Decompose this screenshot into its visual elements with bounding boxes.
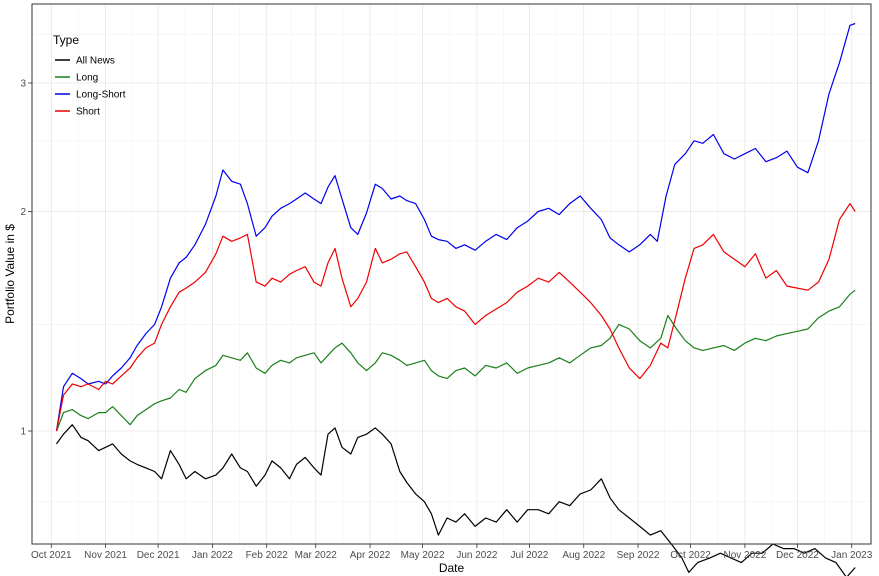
y-tick-label: 1 [20, 427, 26, 438]
y-tick-label: 3 [20, 79, 26, 90]
x-tick-label: Jun 2022 [456, 550, 498, 561]
y-axis-title: Portfolio Value in $ [3, 224, 17, 324]
x-tick-label: Oct 2022 [670, 550, 711, 561]
series-lines [55, 22, 856, 576]
x-tick-label: Apr 2022 [350, 550, 391, 561]
series-line-long-short [55, 22, 856, 432]
x-tick-label: Jan 2023 [831, 550, 873, 561]
x-tick-label: Jul 2022 [511, 550, 549, 561]
legend-label-long: Long [76, 73, 98, 84]
x-tick-label: Sep 2022 [617, 550, 660, 561]
y-axis: 1 2 3 [20, 79, 32, 438]
x-tick-label: Mar 2022 [295, 550, 338, 561]
x-tick-label: Aug 2022 [562, 550, 605, 561]
series-line-all-news [56, 424, 856, 576]
legend-label-all-news: All News [76, 56, 115, 67]
x-tick-label: Dec 2021 [137, 550, 180, 561]
y-tick-label: 2 [20, 207, 26, 218]
series-line-long [55, 289, 856, 432]
x-tick-label: Feb 2022 [246, 550, 289, 561]
x-axis: Oct 2021 Nov 2021 Dec 2021 Jan 2022 Feb 2022… [31, 544, 873, 561]
x-tick-label: Nov 2022 [723, 550, 766, 561]
x-tick-label: Jan 2022 [192, 550, 234, 561]
major-gridlines [32, 4, 871, 544]
legend-label-short: Short [76, 107, 100, 118]
x-tick-label: Oct 2021 [31, 550, 72, 561]
x-tick-label: Dec 2022 [776, 550, 819, 561]
x-tick-label: Nov 2021 [84, 550, 127, 561]
plot-panel-border [31, 3, 872, 545]
series-line-short [55, 203, 856, 432]
x-axis-title: Date [439, 561, 465, 575]
legend-label-long-short: Long-Short [76, 90, 126, 101]
legend-title: Type [53, 33, 79, 47]
x-tick-label: May 2022 [401, 550, 445, 561]
legend: Type All News Long Long-Short Short [53, 33, 126, 118]
